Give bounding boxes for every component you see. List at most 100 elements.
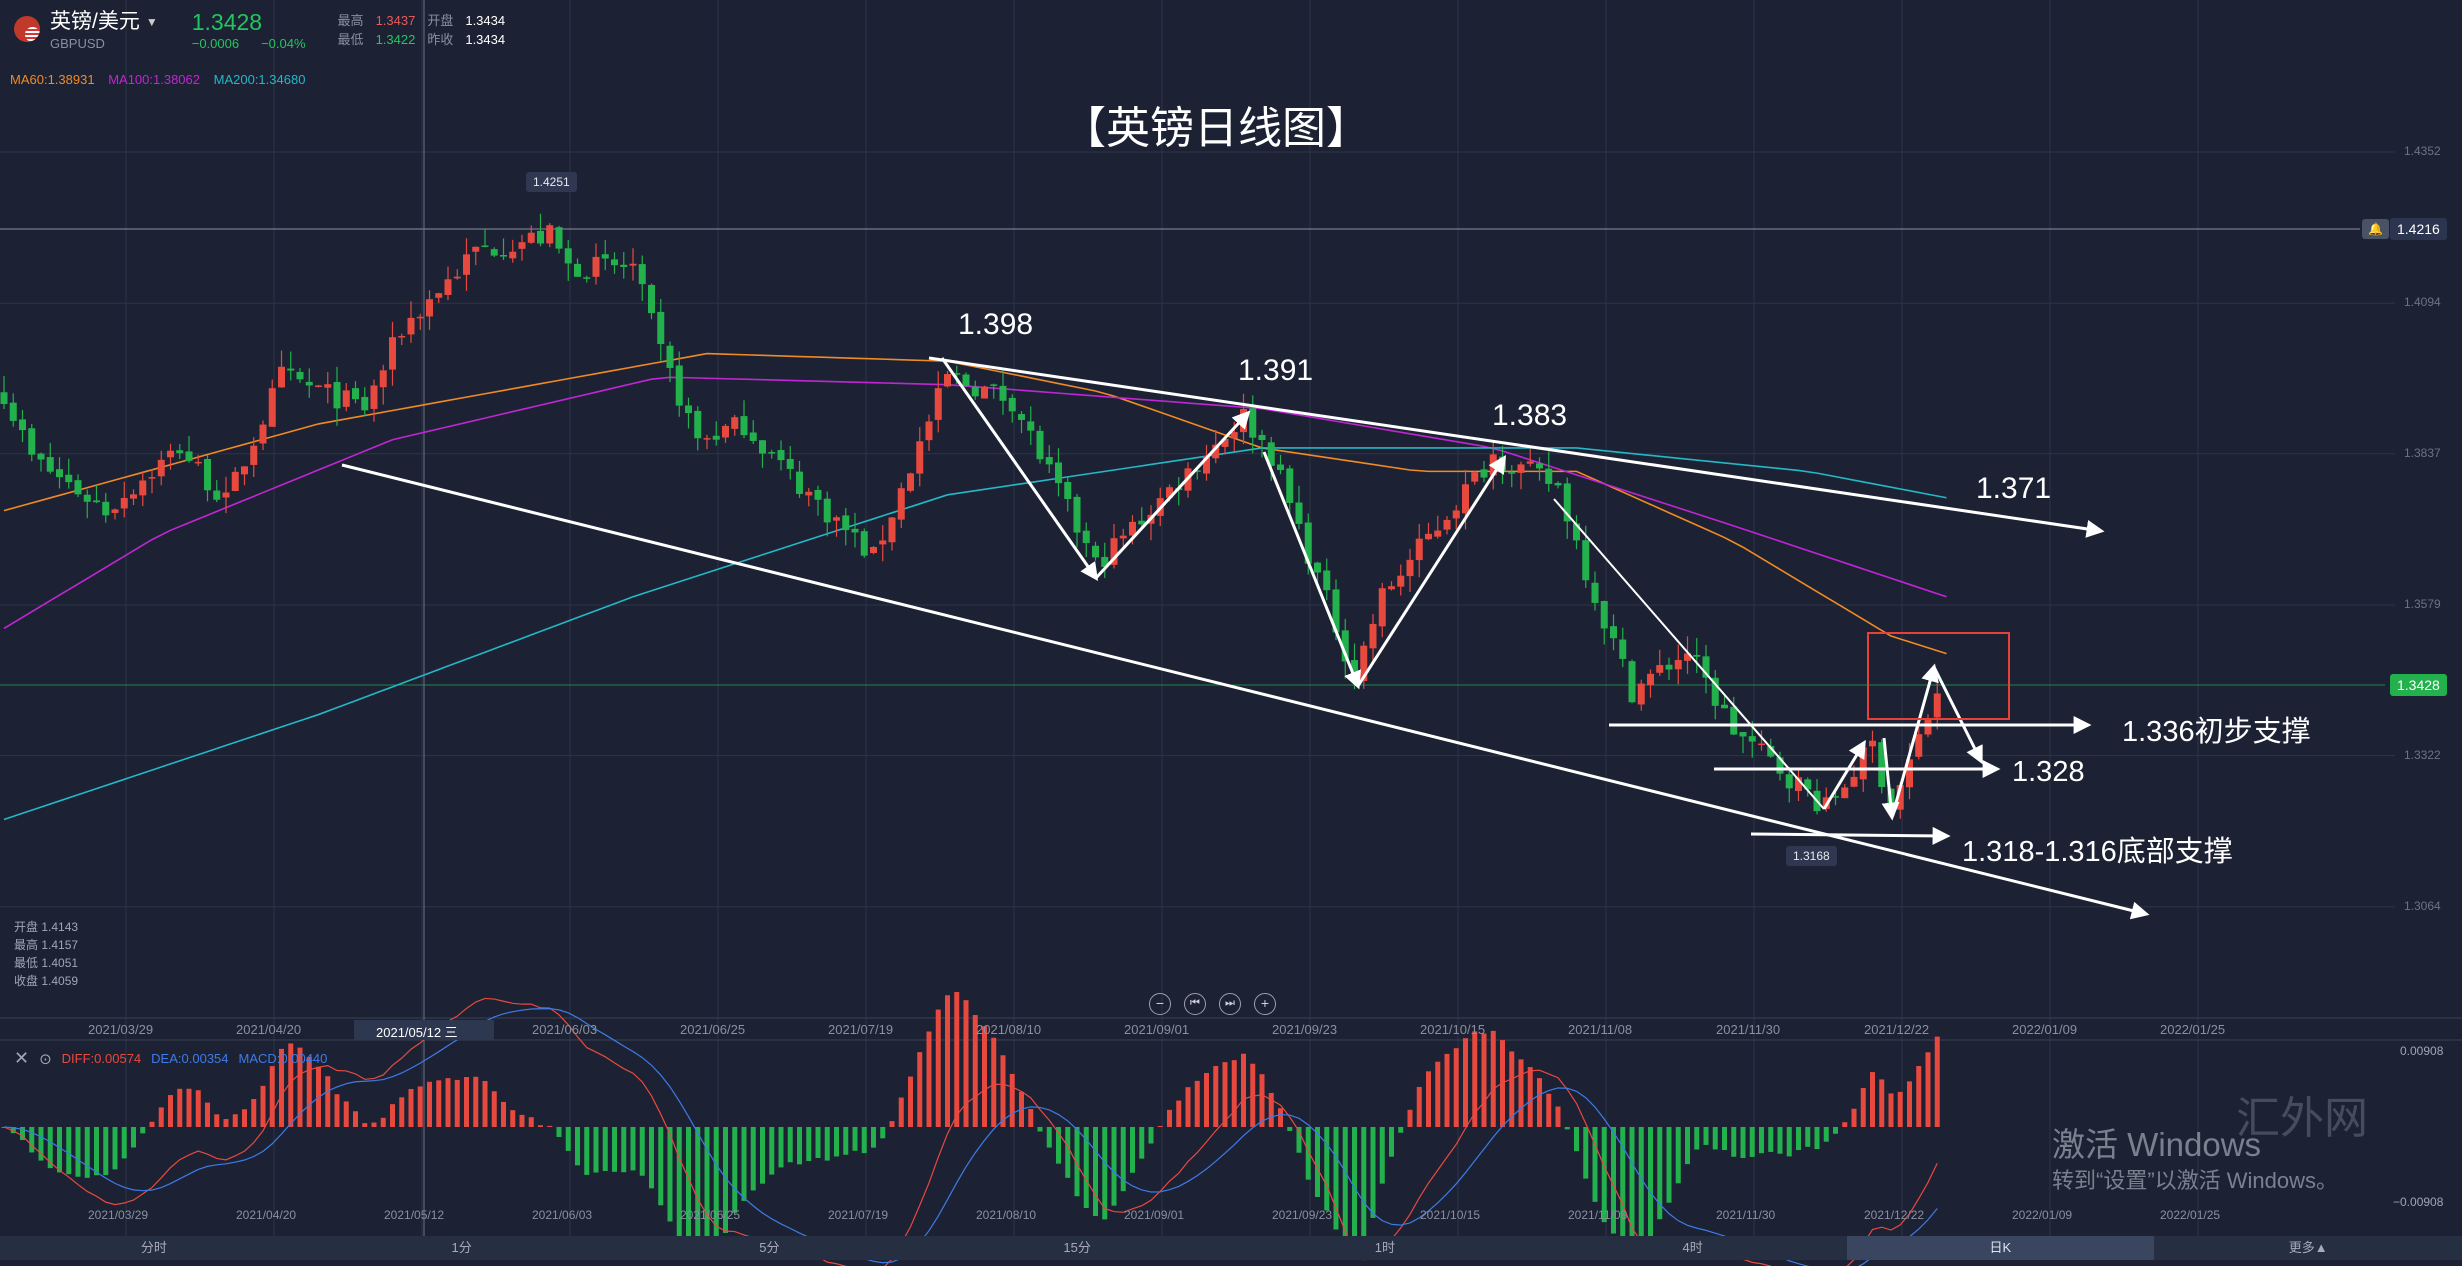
zigzag-line[interactable] [940, 357, 1099, 581]
crosshair-close: 收盘 1.4059 [14, 974, 79, 988]
candle-body [786, 458, 794, 469]
ma100-value: MA100:1.38062 [108, 72, 200, 87]
candle-body [416, 316, 424, 319]
macd-histogram-bar [1722, 1127, 1727, 1151]
zigzag-line[interactable] [1932, 666, 1983, 765]
low-label: 最低 [337, 32, 364, 47]
bell-icon[interactable]: 🔔 [2362, 219, 2389, 239]
zigzag-line[interactable] [1881, 737, 1900, 821]
date-axis-label: 2021/05/12 [384, 1208, 445, 1222]
period-tab[interactable]: 15分 [1063, 1240, 1091, 1255]
close-icon[interactable]: ✕ [14, 1048, 30, 1068]
period-tab[interactable]: 1分 [451, 1240, 472, 1255]
ma200-line [3, 447, 1947, 821]
macd-histogram-bar [380, 1117, 386, 1127]
alert-price-tag[interactable]: 1.4216 [2390, 218, 2447, 240]
macd-histogram-bar [20, 1127, 25, 1140]
macd-histogram-bar [427, 1081, 432, 1127]
period-tab[interactable]: 5分 [759, 1240, 780, 1255]
lower-trendline[interactable] [341, 463, 2150, 920]
zigzag-line[interactable] [1822, 739, 1866, 810]
settings-icon[interactable]: ⊙ [39, 1050, 52, 1068]
macd-histogram-bar [390, 1104, 395, 1127]
macd-histogram-bar [1120, 1127, 1126, 1192]
zigzag-line[interactable] [1262, 451, 1361, 690]
candle-body [1360, 645, 1368, 681]
macd-histogram-bar [1379, 1127, 1385, 1184]
ma100-line [3, 376, 1947, 630]
zigzag-line[interactable] [1356, 454, 1506, 687]
upper-trendline[interactable] [928, 356, 2105, 538]
macd-histogram-bar [325, 1076, 331, 1127]
macd-histogram-bar [149, 1121, 155, 1127]
zigzag-line[interactable] [1890, 663, 1939, 818]
macd-histogram-bar [806, 1127, 812, 1161]
site-watermark: 汇外网 [2236, 1093, 2368, 1144]
macd-histogram-bar [1342, 1127, 1348, 1247]
period-tab[interactable]: 日K [1846, 1236, 2155, 1260]
macd-histogram-bar [1472, 1031, 1478, 1127]
candle-body [352, 388, 359, 400]
macd-histogram-bar [1749, 1127, 1755, 1157]
macd-histogram-bar [1509, 1051, 1515, 1127]
instrument-name[interactable]: 英镑/美元 [50, 10, 140, 33]
caret-down-icon[interactable]: ▼ [145, 15, 158, 30]
candle-body [1933, 693, 1941, 718]
macd-histogram-bar [1259, 1074, 1265, 1127]
macd-histogram-bar [343, 1101, 349, 1127]
candle-body [1563, 483, 1571, 522]
candle-body [1045, 457, 1053, 465]
candle-body [204, 458, 211, 491]
candle-body [685, 405, 692, 414]
candle-body [592, 256, 600, 277]
ma60-value: MA60:1.38931 [10, 72, 95, 87]
instrument-header: 英镑/美元 ▼ GBPUSD 1.3428 −0.0006 −0.04% 最高 1.… [14, 8, 505, 51]
candle-body [1878, 742, 1886, 788]
macd-histogram-bar [1065, 1127, 1071, 1178]
highlight-box[interactable] [1867, 632, 2010, 720]
macd-histogram-bar [1814, 1127, 1820, 1150]
macd-histogram-bar [676, 1127, 682, 1242]
candle-body [1517, 464, 1525, 473]
candle-body [1082, 530, 1090, 544]
macd-histogram-bar [297, 1047, 303, 1127]
macd-histogram-bar [1416, 1086, 1422, 1127]
candle-body [231, 471, 239, 492]
macd-histogram-bar [1648, 1127, 1653, 1239]
zigzag-line[interactable] [1553, 498, 1825, 810]
macd-histogram-bar [1185, 1087, 1191, 1127]
scroll-start-button[interactable]: ⏮ [1184, 993, 1206, 1015]
macd-histogram-bar [1241, 1053, 1246, 1127]
period-tab[interactable]: 4时 [1682, 1240, 1703, 1255]
period-tab[interactable]: 分时 [140, 1240, 167, 1255]
candle-body [1582, 540, 1590, 581]
period-tab[interactable]: 更多▲ [2288, 1240, 2328, 1255]
macd-histogram-bar [1870, 1072, 1875, 1127]
macd-histogram-bar [1768, 1127, 1774, 1152]
macd-histogram-bar [1888, 1093, 1894, 1127]
zoom-in-button[interactable]: + [1254, 993, 1276, 1015]
candle-body [398, 336, 406, 338]
candle-body [333, 381, 341, 409]
zigzag-line[interactable] [1094, 410, 1251, 580]
candle-body [1591, 582, 1599, 603]
candle-body [1323, 570, 1331, 591]
macd-histogram-bar [1564, 1127, 1570, 1130]
scroll-end-button[interactable]: ⏭ [1219, 993, 1241, 1015]
instrument-selector[interactable]: 英镑/美元 ▼ GBPUSD [50, 8, 158, 51]
label-1383: 1.383 [1492, 399, 1568, 432]
zoom-out-button[interactable]: − [1149, 993, 1171, 1015]
peak-price-tag: 1.4251 [526, 172, 577, 192]
macd-histogram-bar [1139, 1127, 1145, 1159]
support-line-1318[interactable] [1750, 826, 1951, 845]
price-change: −0.0006 [191, 36, 240, 51]
macd-histogram-bar [723, 1127, 728, 1233]
candle-body [250, 445, 258, 465]
period-tab[interactable]: 1时 [1374, 1240, 1395, 1255]
candle-body [888, 517, 896, 543]
candle-body [814, 489, 822, 500]
date-axis-label: 2021/11/30 [1716, 1022, 1781, 1037]
candle-body [971, 386, 979, 397]
date-axis-label: 2021/06/25 [680, 1208, 741, 1222]
